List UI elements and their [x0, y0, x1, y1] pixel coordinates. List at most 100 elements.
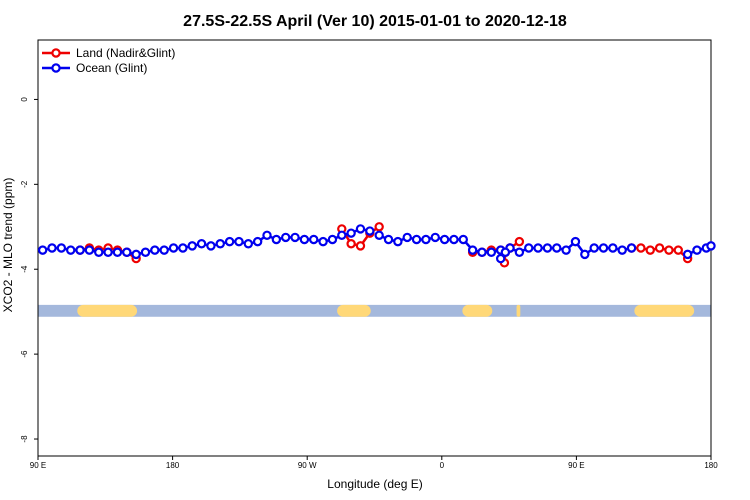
data-point [327, 234, 338, 245]
data-point [421, 234, 431, 245]
y-tick-label: 0 [20, 97, 29, 102]
data-point [346, 228, 356, 238]
data-point [47, 243, 57, 253]
data-point [383, 234, 394, 245]
land-mask-segment [462, 304, 493, 317]
data-point [337, 230, 347, 240]
data-point [271, 234, 282, 245]
land-mask-segment [634, 304, 695, 317]
data-point [84, 245, 95, 255]
data-point [178, 243, 188, 253]
data-point [477, 247, 487, 257]
data-point [626, 243, 637, 253]
y-tick-label: -8 [20, 435, 29, 443]
x-tick-label: 0 [440, 461, 445, 470]
data-point [570, 236, 581, 247]
data-point [131, 249, 141, 260]
data-point [393, 236, 403, 247]
data-point [495, 253, 506, 264]
legend: Land (Nadir&Glint)Ocean (Glint) [42, 46, 175, 75]
data-point [112, 247, 123, 257]
x-tick-label: 180 [704, 461, 718, 470]
data-point [589, 243, 599, 253]
data-point [500, 247, 511, 257]
data-point [598, 243, 609, 253]
data-point [514, 236, 525, 247]
data-point [411, 234, 422, 245]
data-point [374, 222, 384, 232]
chart-title: 27.5S-22.5S April (Ver 10) 2015-01-01 to… [183, 13, 567, 30]
data-point [168, 243, 179, 253]
data-point [580, 249, 590, 260]
data-point [318, 236, 328, 247]
data-point [140, 247, 151, 257]
data-point [654, 243, 665, 253]
data-point [122, 247, 132, 257]
data-point [290, 232, 300, 243]
data-point [299, 234, 310, 245]
data-point [533, 243, 543, 253]
data-point [449, 234, 459, 245]
data-point [215, 239, 225, 249]
data-point [552, 243, 562, 253]
land-mask-segment [77, 304, 138, 317]
legend-marker [51, 63, 61, 73]
legend-marker [51, 48, 61, 58]
data-point [281, 232, 291, 243]
data-point [252, 236, 263, 247]
data-point [430, 232, 440, 243]
data-point [374, 230, 384, 240]
data-point [664, 245, 674, 255]
data-point [224, 236, 235, 247]
data-point [467, 245, 478, 255]
data-point [262, 230, 272, 240]
data-point [645, 245, 655, 255]
data-point [439, 234, 450, 245]
plot-area: 90 E 180 90 W 0 90 E 180 0 -2 -4 -6 -8 [20, 39, 718, 470]
data-point [706, 241, 716, 251]
ocean-mask-band [38, 304, 711, 317]
data-point [524, 243, 534, 253]
data-point [309, 234, 319, 245]
data-point [692, 245, 702, 255]
legend-label: Ocean (Glint) [76, 61, 147, 75]
data-point [402, 232, 412, 243]
y-tick-label: -6 [20, 350, 29, 358]
data-point [234, 236, 244, 247]
legend-label: Land (Nadir&Glint) [76, 46, 175, 60]
data-point [514, 247, 525, 257]
data-point [636, 243, 646, 253]
data-point [355, 224, 366, 234]
data-point [355, 241, 366, 251]
x-axis-label: Longitude (deg E) [327, 477, 422, 491]
data-point [458, 234, 468, 245]
data-point [682, 249, 693, 260]
data-point [56, 243, 67, 253]
x-tick-label: 90 W [298, 461, 317, 470]
land-mask-segment [516, 304, 521, 317]
data-point [37, 245, 48, 255]
y-tick-label: -4 [20, 265, 29, 273]
data-point [561, 245, 571, 255]
x-tick-label: 90 E [568, 461, 584, 470]
data-point [66, 245, 76, 255]
data-point [365, 226, 375, 236]
y-tick-label: -2 [20, 180, 29, 188]
data-point [187, 241, 197, 251]
data-point [150, 245, 160, 255]
data-point [542, 243, 553, 253]
data-point [346, 239, 356, 249]
data-point [196, 239, 207, 249]
y-axis-label: XCO2 - MLO trend (ppm) [1, 178, 15, 313]
x-tick-label: 90 E [30, 461, 46, 470]
data-point [75, 245, 85, 255]
data-point [243, 239, 254, 249]
data-point [673, 245, 683, 255]
x-tick-label: 180 [166, 461, 180, 470]
data-point [608, 243, 618, 253]
data-point [206, 241, 216, 251]
data-point [94, 247, 104, 257]
land-mask-segment [337, 304, 371, 317]
data-point [617, 245, 627, 255]
